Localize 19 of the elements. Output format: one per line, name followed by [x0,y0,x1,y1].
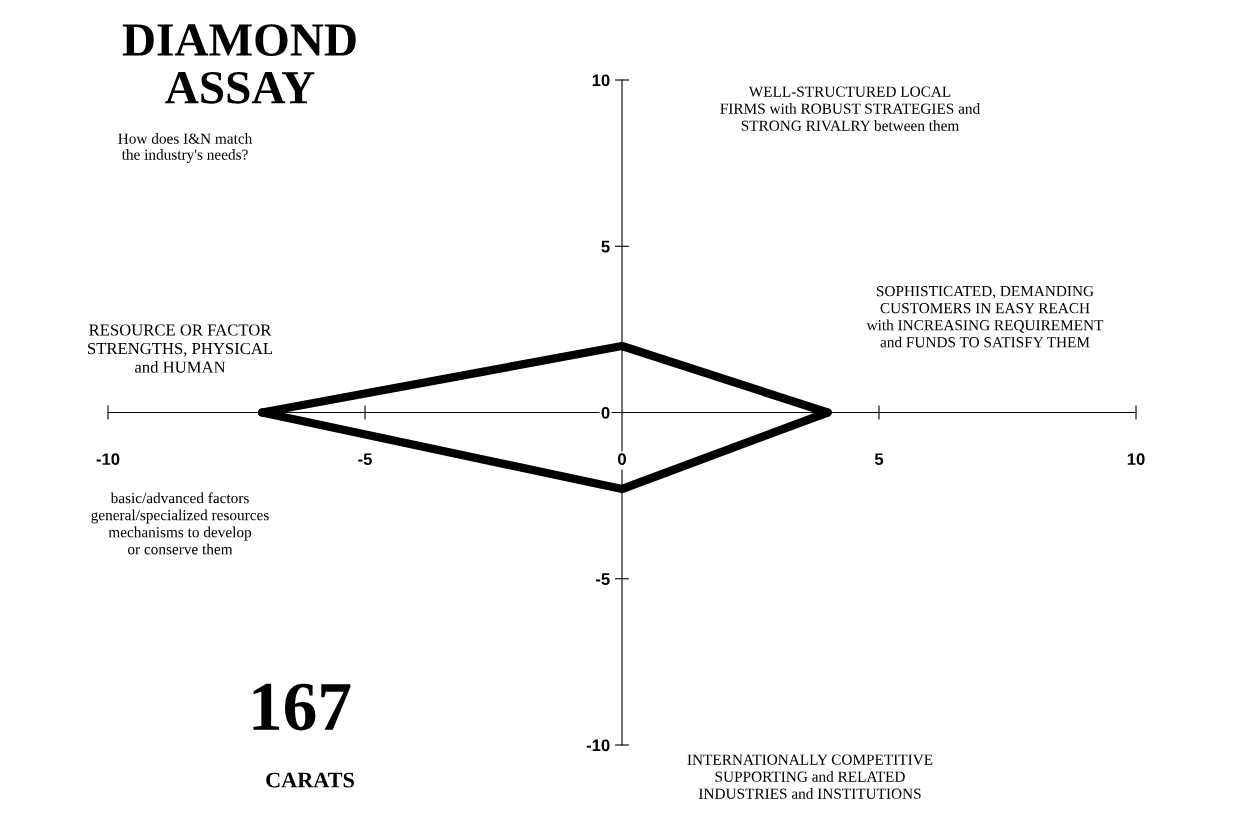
x-tick-label: 0 [618,453,626,466]
x-tick-label: 5 [874,453,884,466]
x-tick-label: -5 [358,453,372,466]
text: CARATS [266,772,354,788]
text: How does I&N match the industry's needs? [118,133,253,163]
y-tick-label: 0 [601,406,610,419]
y-tick-label: 10 [592,74,610,87]
y-tick-label: 5 [601,240,610,253]
annotation: WELL-STRUCTURED LOCAL FIRMS with ROBUST STRATEGIES and STRONG RIVALRY between them [720,86,980,131]
annotation: 167 [253,683,351,731]
annotation: SOPHISTICATED, DEMANDING CUSTOMERS IN EASY REACH with INCREASING REQUIREMENT and FUNDS TO SATISFY THEM [866,286,1104,348]
y-tick-label: -5 [596,573,610,585]
x-tick-label: 10 [1127,453,1145,466]
annotation: basic/advanced factors general/specialized resources mechanisms to develop or conserve them [91,492,269,555]
x-tick-label: -10 [96,453,120,466]
chart-title: DIAMOND ASSAY [122,24,356,104]
y-tick-label: -10 [586,739,610,752]
text: INTERNATIONALLY COMPETITIVE SUPPORTING and RELATED INDUSTRIES and INSTITUTIONS [687,754,933,799]
annotation: RESOURCE OR FACTOR STRENGTHS, PHYSICAL and HUMAN [88,324,273,373]
